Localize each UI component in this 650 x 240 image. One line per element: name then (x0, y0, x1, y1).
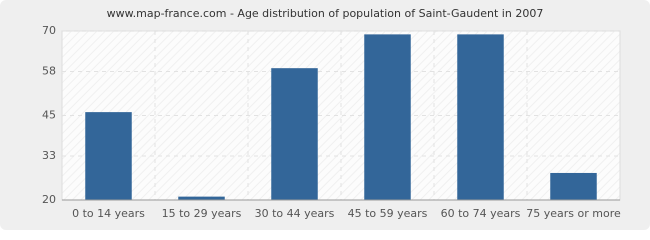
x-tick-label: 30 to 44 years (255, 207, 335, 220)
bar (178, 196, 225, 200)
x-tick-label: 60 to 74 years (441, 207, 521, 220)
bar (271, 68, 318, 201)
bar (457, 34, 504, 200)
x-tick-label: 75 years or more (526, 207, 621, 220)
x-tick-label: 0 to 14 years (72, 207, 145, 220)
y-tick-label: 58 (42, 65, 56, 78)
y-tick-label: 70 (42, 24, 56, 37)
y-tick-label: 45 (42, 109, 56, 122)
chart-title: www.map-france.com - Age distribution of… (107, 7, 544, 20)
bar (364, 34, 411, 200)
bar (85, 112, 132, 200)
x-tick-label: 45 to 59 years (348, 207, 428, 220)
x-tick-label: 15 to 29 years (162, 207, 242, 220)
y-tick-label: 20 (42, 193, 56, 206)
bar (550, 172, 597, 200)
y-tick-label: 33 (42, 149, 56, 162)
chart: www.map-france.com - Age distribution of… (0, 0, 650, 230)
